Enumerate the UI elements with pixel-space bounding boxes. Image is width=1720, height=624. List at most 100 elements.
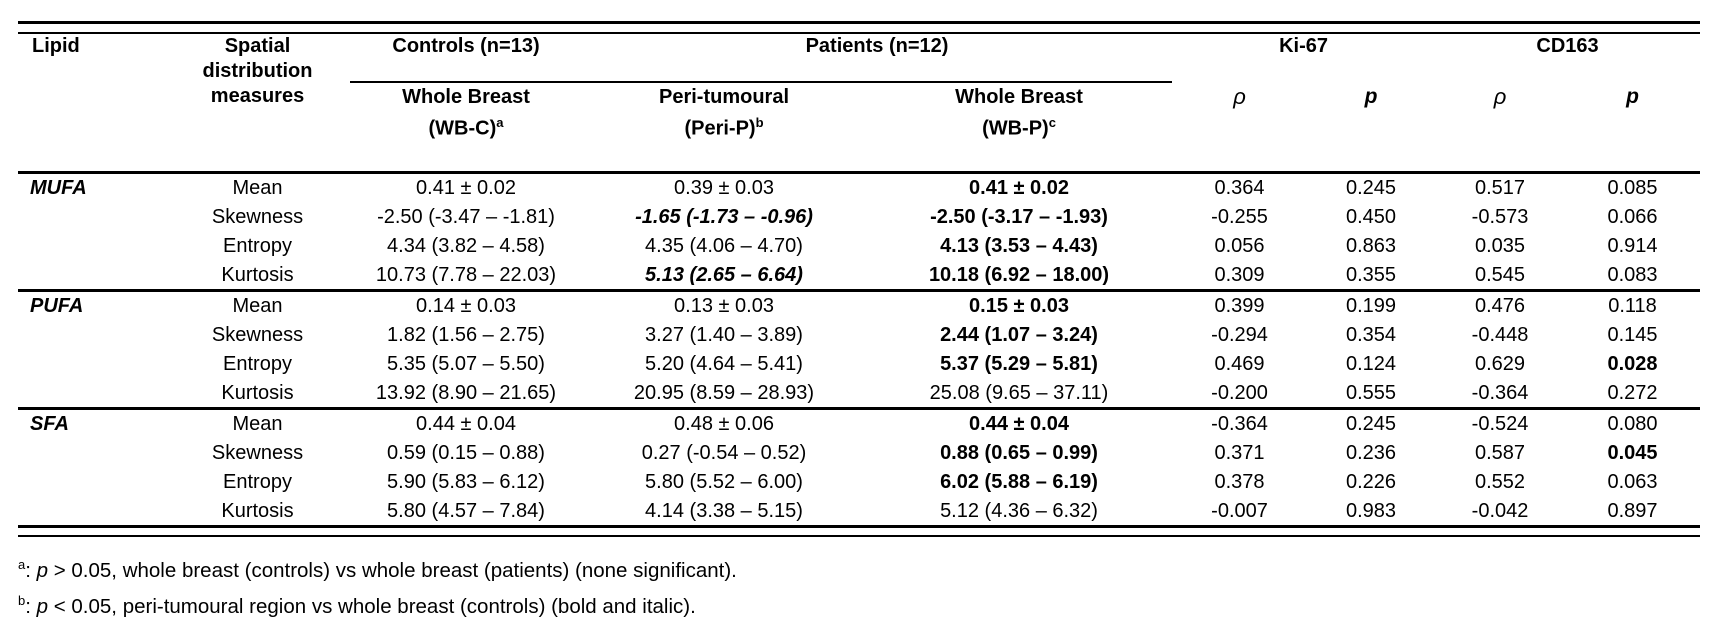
col-header-lipid: Lipid xyxy=(32,35,80,57)
measure-cell: Entropy xyxy=(223,234,292,257)
lipid-cell: SFA xyxy=(18,406,165,439)
cd163-rho-cell: -0.448 xyxy=(1471,324,1529,347)
results-table-zone: Lipid Spatial distribution measures Cont… xyxy=(18,21,1701,624)
footnote-marker-b: b xyxy=(755,115,764,130)
ki67-rho-cell: 0.469 xyxy=(1214,352,1265,375)
table-row: Entropy 5.90 (5.83 – 6.12) 5.80 (5.52 – 6.… xyxy=(18,468,1700,497)
cd163-p-cell: 0.897 xyxy=(1607,499,1658,522)
measure-cell: Skewness xyxy=(211,442,304,465)
ki67-rho-cell: 0.056 xyxy=(1214,234,1265,257)
wbc-cell: 0.41 ± 0.02 xyxy=(416,177,516,200)
wbp-cell: 2.44 (1.07 – 3.24) xyxy=(940,324,1098,347)
lipid-cell xyxy=(18,439,165,468)
measure-cell: Mean xyxy=(165,288,350,321)
group-header-patients: Patients (n=12) xyxy=(582,34,1173,83)
table-row: Skewness 0.59 (0.15 – 0.88) 0.27 (-0.54 – … xyxy=(18,439,1700,468)
perip-cell: 0.13 ± 0.03 xyxy=(582,288,866,321)
wbc-cell: 0.14 ± 0.03 xyxy=(350,288,582,321)
table-bottom-border xyxy=(18,525,1700,537)
cd163-p-cell: 0.085 xyxy=(1607,177,1658,200)
ki67-p-cell: 0.245 xyxy=(1345,177,1397,200)
col-header-cd163-p: p xyxy=(1626,85,1639,108)
cd163-rho-cell: 0.629 xyxy=(1474,352,1526,375)
wbc-cell: 13.92 (8.90 – 21.65) xyxy=(375,381,557,404)
cd163-p-cell: 0.083 xyxy=(1607,263,1658,286)
cd163-rho-cell: -0.524 xyxy=(1435,406,1566,439)
footnote-marker-a: a xyxy=(496,115,504,130)
lipid-cell xyxy=(18,378,165,408)
perip-cell: -1.65 (-1.73 – -0.96) xyxy=(635,206,813,229)
measure-cell: Skewness xyxy=(211,324,304,347)
ki67-p-cell: 0.450 xyxy=(1345,206,1397,229)
lipid-cell xyxy=(18,468,165,497)
wbc-line-2: (WB-C)a xyxy=(428,115,504,140)
measure-cell: Mean xyxy=(165,406,350,439)
wbp-line-1: Whole Breast xyxy=(955,86,1083,108)
cd163-p-cell: 0.045 xyxy=(1607,442,1658,465)
cd163-rho-cell: -0.042 xyxy=(1471,499,1529,522)
ki67-p-cell: 0.863 xyxy=(1345,234,1397,257)
measures-line-2: distribution xyxy=(202,60,313,82)
cd163-p-cell: 0.118 xyxy=(1565,288,1701,321)
measure-cell: Entropy xyxy=(223,470,292,493)
wbp-line-2: (WB-P)c xyxy=(982,115,1056,140)
cd163-rho-cell: 0.035 xyxy=(1474,234,1526,257)
cd163-rho-cell: 0.545 xyxy=(1474,263,1526,286)
wbp-cell: 4.13 (3.53 – 4.43) xyxy=(940,234,1098,257)
wbp-cell: 0.44 ± 0.04 xyxy=(866,406,1173,439)
ki67-rho-cell: 0.378 xyxy=(1214,470,1265,493)
cd163-rho-cell: 0.587 xyxy=(1474,442,1526,465)
cd163-p-cell: 0.914 xyxy=(1607,234,1658,257)
header-row-subcols: Whole Breast (WB-C)a Peri-tumoural (Peri… xyxy=(18,82,1700,173)
ki67-p-cell: 0.354 xyxy=(1345,324,1397,347)
group-header-controls: Controls (n=13) xyxy=(350,34,582,83)
wbp-cell: 5.12 (4.36 – 6.32) xyxy=(940,499,1098,522)
table-row: SFA Mean 0.44 ± 0.04 0.48 ± 0.06 0.44 ± 0.04… xyxy=(18,406,1701,439)
ki67-p-cell: 0.245 xyxy=(1307,406,1436,439)
wbc-cell: 1.82 (1.56 – 2.75) xyxy=(387,324,545,347)
footnotes: a: p > 0.05, whole breast (controls) vs … xyxy=(18,550,1700,624)
table-row: Kurtosis 10.73 (7.78 – 22.03) 5.13 (2.65 –… xyxy=(18,260,1700,290)
wbp-cell: 10.18 (6.92 – 18.00) xyxy=(928,263,1110,286)
col-header-measures: Spatial distribution measures xyxy=(165,34,350,173)
wbp-cell: 25.08 (9.65 – 37.11) xyxy=(929,381,1109,404)
wbc-cell: 10.73 (7.78 – 22.03) xyxy=(375,263,557,286)
perip-cell: 0.48 ± 0.06 xyxy=(582,406,866,439)
perip-cell: 5.20 (4.64 – 5.41) xyxy=(645,352,803,375)
cd163-p-cell: 0.066 xyxy=(1607,206,1658,229)
ki67-rho-cell: 0.399 xyxy=(1172,288,1308,321)
measure-cell: Skewness xyxy=(211,206,304,229)
ki67-rho-cell: 0.364 xyxy=(1214,177,1265,200)
cd163-p-cell: 0.063 xyxy=(1607,470,1658,493)
table-row: Skewness 1.82 (1.56 – 2.75) 3.27 (1.40 – 3… xyxy=(18,321,1700,350)
lipid-cell xyxy=(18,232,165,261)
lipid-cell: MUFA xyxy=(30,177,87,200)
lipid-cell xyxy=(18,496,165,525)
wbp-cell: 5.37 (5.29 – 5.81) xyxy=(940,352,1098,375)
table-top-border xyxy=(18,21,1700,34)
lipid-cell xyxy=(18,203,165,232)
wbc-cell: 4.34 (3.82 – 4.58) xyxy=(387,234,545,257)
wbc-cell: 5.90 (5.83 – 6.12) xyxy=(387,470,545,493)
measure-cell: Kurtosis xyxy=(221,499,294,522)
measure-cell: Entropy xyxy=(223,352,292,375)
wbp-cell: 0.15 ± 0.03 xyxy=(866,288,1173,321)
col-header-cd163-rho: ρ xyxy=(1493,84,1507,109)
wbc-cell: 0.59 (0.15 – 0.88) xyxy=(387,442,545,465)
col-header-wbc: Whole Breast (WB-C)a xyxy=(350,82,582,173)
cd163-p-cell: 0.145 xyxy=(1607,324,1658,347)
wbp-cell: 6.02 (5.88 – 6.19) xyxy=(940,470,1098,493)
measures-line-3: measures xyxy=(210,85,305,107)
lipid-cell xyxy=(18,321,165,350)
col-header-wbp: Whole Breast (WB-P)c xyxy=(866,82,1172,173)
perip-cell: 5.13 (2.65 – 6.64) xyxy=(645,263,803,286)
perip-line-1: Peri-tumoural xyxy=(658,86,790,108)
wbc-line-1: Whole Breast xyxy=(402,86,530,108)
measure-cell: Kurtosis xyxy=(221,381,294,404)
lipid-cell: PUFA xyxy=(18,288,165,321)
footnote-b: b: p < 0.05, peri-tumoural region vs who… xyxy=(18,592,696,618)
cd163-rho-cell: 0.552 xyxy=(1474,470,1526,493)
table-row: PUFA Mean 0.14 ± 0.03 0.13 ± 0.03 0.15 ± 0.0… xyxy=(18,288,1701,321)
cd163-p-cell: 0.080 xyxy=(1565,406,1701,439)
